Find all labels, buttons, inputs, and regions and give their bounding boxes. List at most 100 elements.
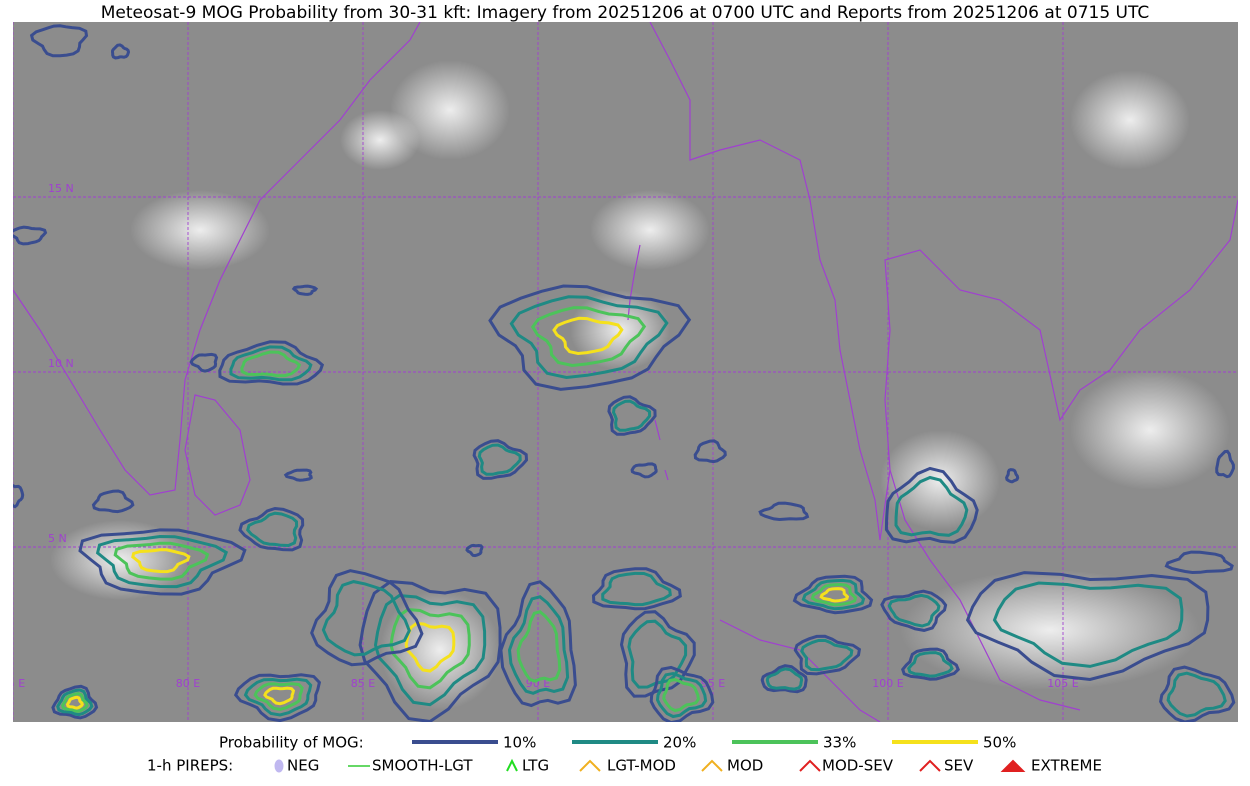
pirep-icon: [579, 759, 601, 772]
contour: [29, 24, 89, 58]
contour: [884, 466, 979, 544]
contour: [218, 340, 325, 386]
legend-label: 50%: [983, 734, 1016, 752]
legend-label: SMOOTH-LGT: [372, 757, 473, 775]
contour: [291, 284, 319, 296]
contour: [1164, 550, 1234, 575]
contour: [619, 610, 696, 698]
cloud: [130, 190, 270, 270]
contour: [477, 443, 522, 476]
cloud: [340, 110, 420, 170]
contour: [630, 462, 658, 479]
contour: [78, 528, 247, 596]
contour: [373, 593, 487, 707]
legend-label: LTG: [522, 757, 549, 775]
contour: [627, 619, 688, 689]
legend-label: 20%: [663, 734, 696, 752]
contour: [189, 352, 219, 373]
lat-label: 10 N: [48, 357, 74, 370]
contour: [1166, 671, 1227, 718]
contour: [765, 667, 804, 691]
contour: [801, 578, 866, 611]
cloud: [390, 60, 510, 160]
contour: [95, 534, 229, 589]
pirep-icon: [919, 759, 941, 772]
contour: [880, 589, 948, 632]
coastline-thailand: [879, 199, 1238, 541]
contour: [91, 489, 135, 514]
coastline-myanmar: [649, 22, 881, 541]
contour: [649, 665, 715, 722]
probability-contours: [13, 24, 1236, 722]
contour: [488, 284, 692, 391]
cloud: [380, 590, 500, 710]
contour: [509, 295, 669, 380]
contour: [465, 543, 484, 558]
pirep-icon: [799, 759, 821, 772]
contour: [760, 664, 808, 694]
contour: [894, 475, 969, 537]
lon-label: 100 E: [872, 677, 903, 690]
cloud: [590, 190, 710, 270]
contour: [358, 580, 502, 722]
contour: [253, 682, 304, 711]
contour: [552, 316, 624, 356]
cloud: [1070, 370, 1230, 490]
contour: [662, 678, 700, 713]
satellite-map: 15 N10 N5 N75 E 80 E 85 E 90 E 95 E 100 E 105 …: [1, 22, 1238, 722]
contour: [56, 688, 94, 717]
contour: [229, 345, 313, 382]
contour: [246, 511, 299, 548]
contour: [810, 582, 858, 607]
contour: [992, 581, 1184, 668]
legend-label: LGT-MOD: [607, 757, 676, 775]
contour: [901, 647, 960, 681]
contour: [240, 350, 302, 378]
contour: [13, 484, 25, 509]
legend-title: Probability of MOG:: [219, 734, 364, 752]
contour: [131, 548, 191, 574]
coastline-andaman: [627, 244, 669, 481]
contour: [1005, 468, 1020, 484]
contour: [113, 541, 210, 581]
contour: [655, 671, 708, 719]
coastline-sumatra: [719, 619, 881, 722]
contour: [611, 399, 652, 432]
pirep-icon: [1000, 759, 1026, 772]
contour: [51, 684, 99, 720]
contour: [792, 574, 874, 615]
pirep-icon: [701, 759, 723, 772]
clouds: [50, 60, 1230, 710]
legend-label: EXTREME: [1031, 757, 1102, 775]
title: Meteosat-9 MOG Probability from 30-31 kf…: [101, 3, 1150, 23]
legend-label: SEV: [944, 757, 974, 775]
contour: [238, 506, 305, 552]
pirep-icon: [506, 758, 518, 772]
contour: [472, 439, 529, 480]
legend-title: 1-h PIREPS:: [147, 757, 233, 775]
contour: [404, 621, 456, 673]
contour: [1215, 449, 1235, 479]
legend-label: NEG: [287, 757, 319, 775]
contour: [243, 677, 313, 717]
coastline-india: [13, 22, 421, 496]
contour: [693, 439, 727, 464]
contour: [887, 593, 941, 628]
contour: [283, 468, 313, 482]
legend-label: MOD: [727, 757, 763, 775]
contour: [965, 571, 1210, 682]
lat-label: 5 N: [48, 532, 67, 545]
lon-label: 105 E: [1047, 677, 1078, 690]
legend-label: MOD-SEV: [822, 757, 894, 775]
lon-label: 75 E: [1, 677, 25, 690]
contour: [819, 587, 850, 603]
contour: [907, 651, 954, 678]
contour: [233, 673, 322, 722]
contour: [516, 610, 562, 683]
cloud: [900, 570, 1200, 690]
contour: [321, 580, 411, 657]
contour: [1159, 665, 1236, 722]
contour: [110, 43, 131, 60]
contour: [263, 686, 296, 706]
